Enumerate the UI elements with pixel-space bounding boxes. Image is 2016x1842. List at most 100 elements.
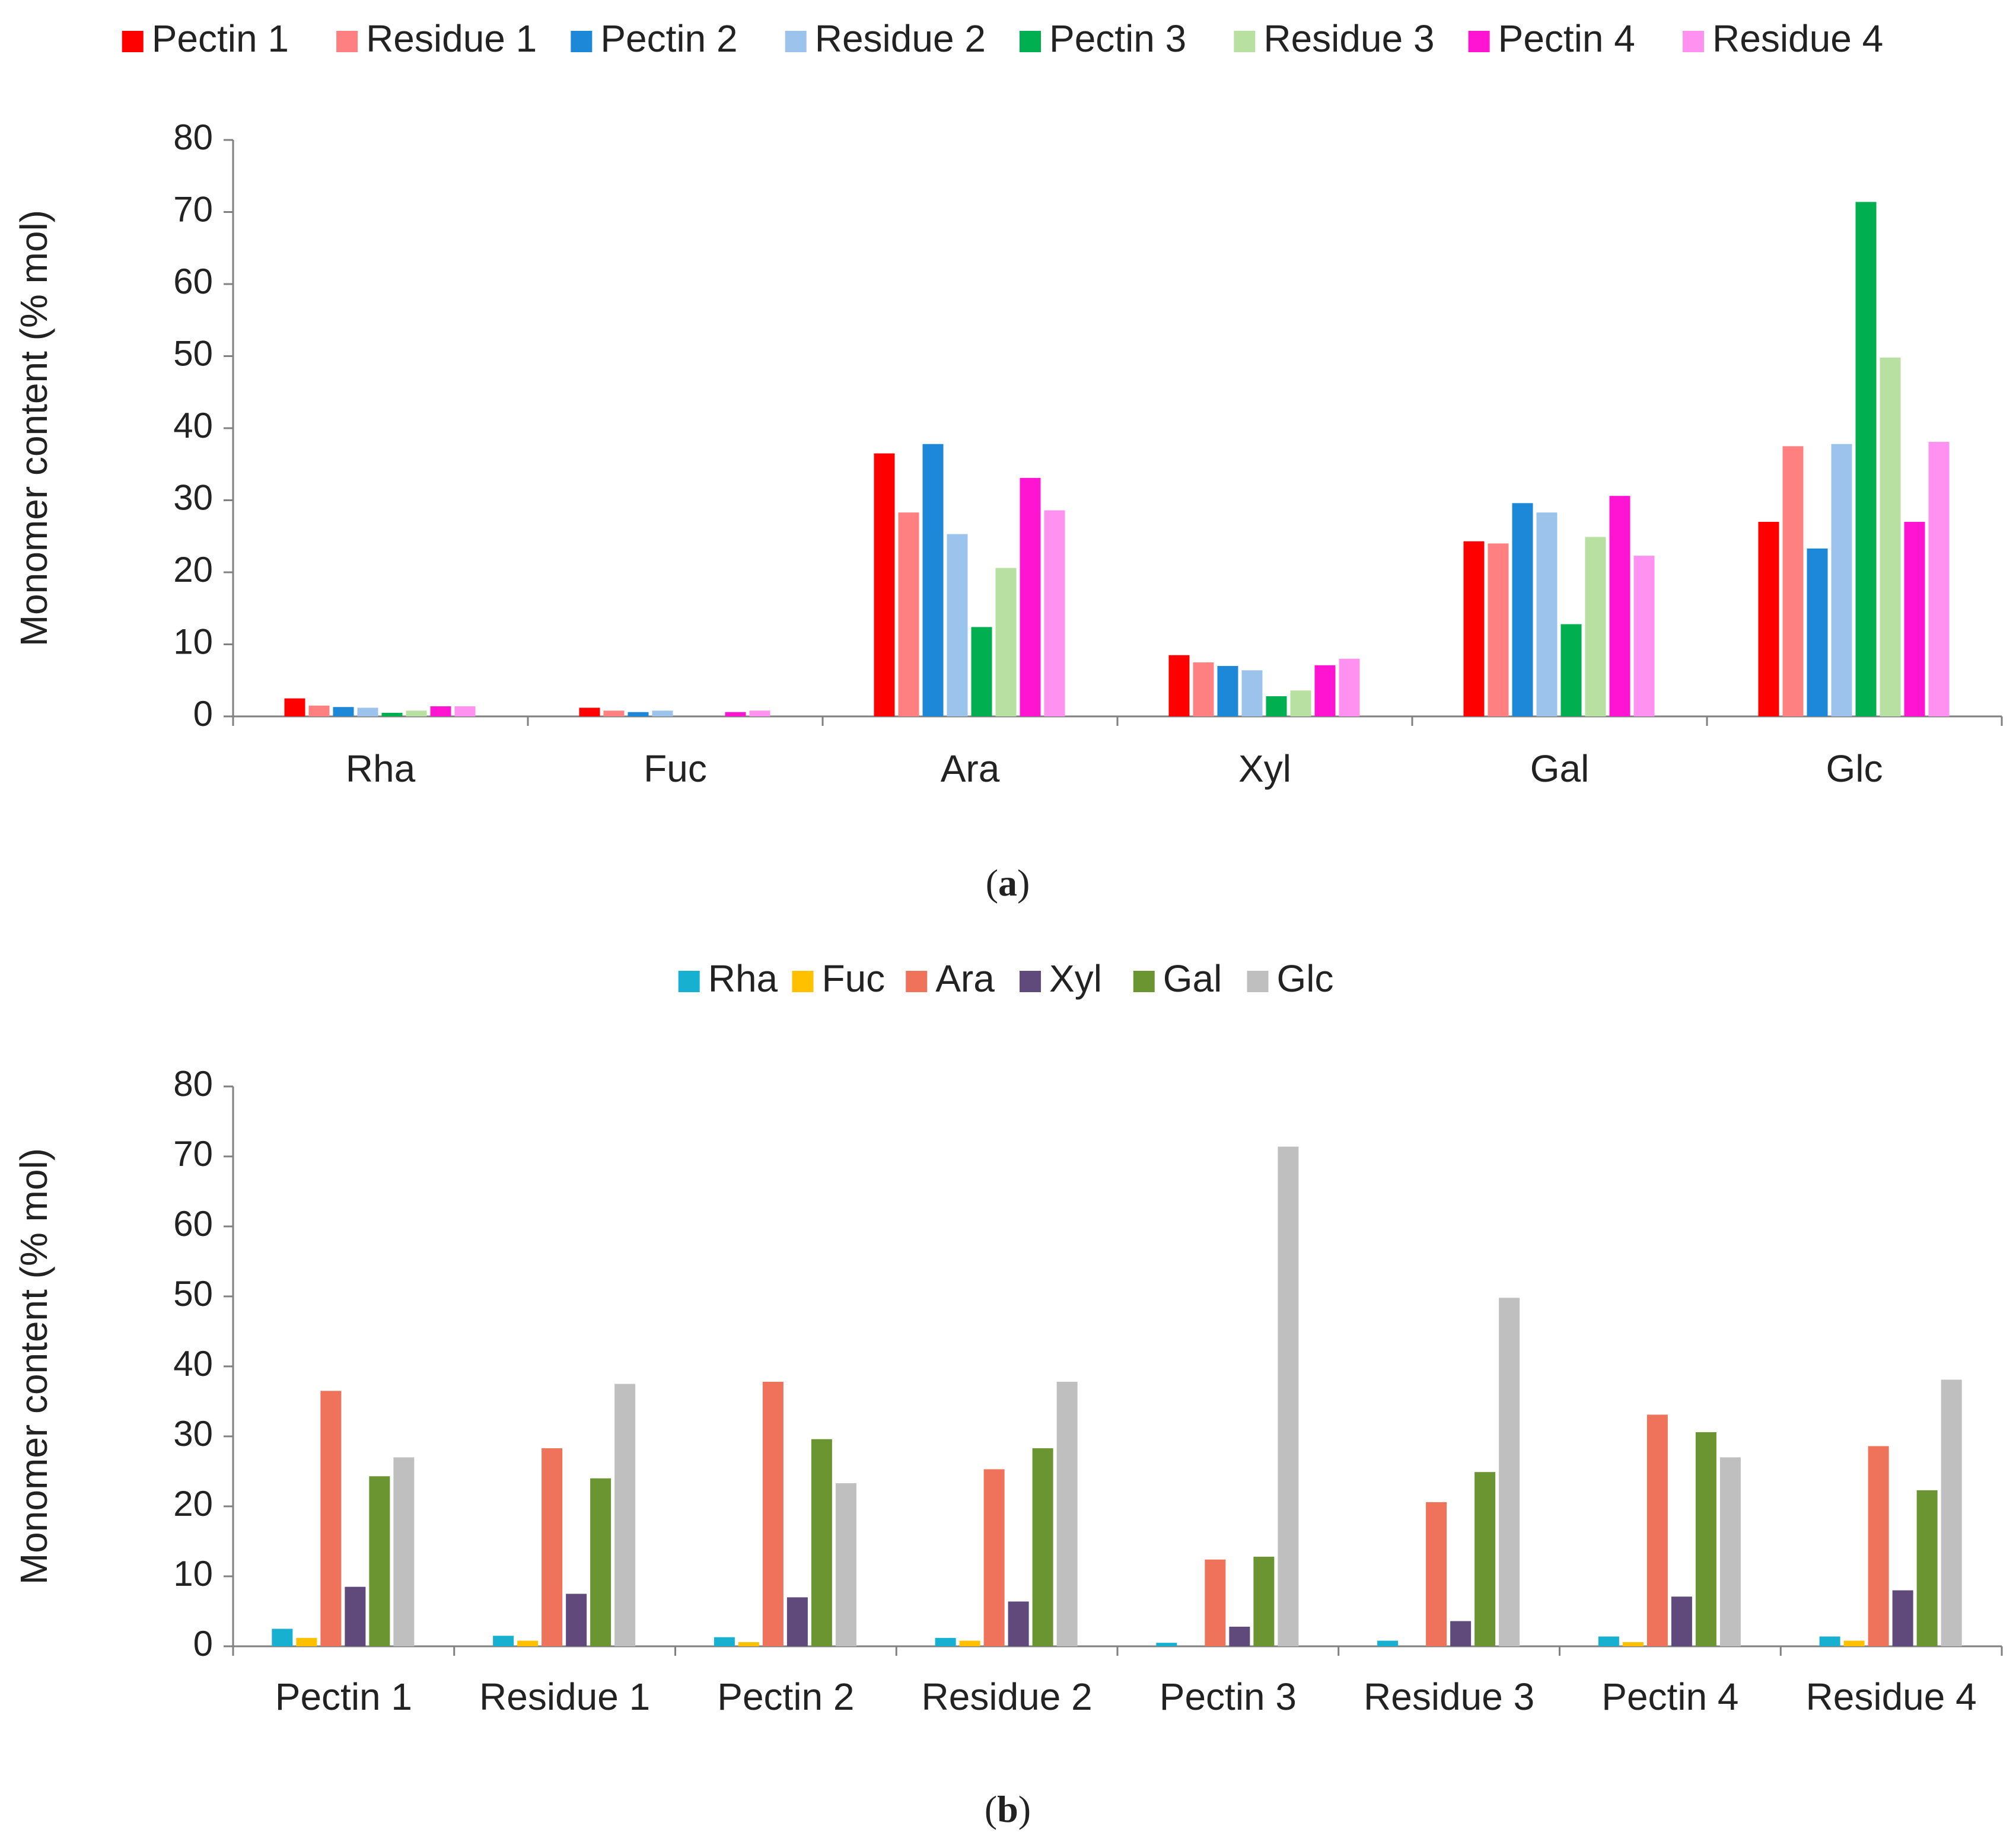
bar — [1831, 444, 1852, 716]
axes-a: 0 10 20 30 40 50 60 70 80 Rha Fuc Ara Xyl Gal Glc — [173, 117, 2003, 790]
x-category-label: Pectin 3 — [1160, 1675, 1297, 1718]
bar — [1622, 1642, 1644, 1646]
bar — [1339, 658, 1360, 716]
bar — [296, 1637, 317, 1646]
bar — [406, 710, 427, 716]
bar — [1928, 442, 1950, 716]
legend-label: Residue 3 — [1263, 17, 1434, 60]
bar — [1020, 477, 1041, 716]
bar — [1868, 1446, 1889, 1646]
bar — [762, 1381, 784, 1646]
bar — [786, 1597, 808, 1646]
bar — [922, 444, 944, 716]
y-tick-label: 70 — [173, 1134, 213, 1174]
x-category-label: Pectin 2 — [717, 1675, 854, 1718]
bar — [1941, 1379, 1962, 1646]
x-category-label: Fuc — [644, 747, 707, 790]
bar — [811, 1439, 832, 1646]
caption-b-letter: b — [997, 1788, 1018, 1830]
bar — [1807, 548, 1828, 716]
legend-b: Rha Fuc Ara Xyl Gal Glc — [678, 957, 1334, 1000]
bar — [430, 706, 451, 716]
bar — [1585, 537, 1606, 716]
legend-swatch — [122, 31, 144, 52]
y-tick-label: 0 — [193, 694, 213, 734]
y-tick-label: 80 — [173, 117, 213, 157]
bar — [898, 512, 919, 716]
x-category-label: Residue 1 — [479, 1675, 650, 1718]
bar — [1499, 1298, 1520, 1646]
bar — [1633, 556, 1655, 716]
legend-swatch — [1683, 31, 1704, 52]
x-category-label: Residue 4 — [1806, 1675, 1977, 1718]
y-tick-label: 40 — [173, 406, 213, 445]
legend-swatch — [1133, 971, 1155, 992]
bar — [1032, 1448, 1053, 1646]
chart-panel-a: Pectin 1 Residue 1 Pectin 2 Residue 2 Pectin… — [12, 17, 2003, 790]
bars-a — [284, 202, 1950, 716]
bar — [628, 712, 649, 716]
bar — [1474, 1472, 1496, 1646]
x-category-label: Residue 2 — [922, 1675, 1093, 1718]
bar — [345, 1586, 366, 1646]
bar — [1671, 1596, 1692, 1646]
bar — [590, 1478, 612, 1646]
y-tick-label: 50 — [173, 333, 213, 373]
bar — [1758, 521, 1779, 716]
legend-label: Residue 1 — [366, 17, 537, 60]
bar — [1290, 690, 1311, 716]
x-category-label: Pectin 4 — [1601, 1675, 1738, 1718]
legend-swatch — [906, 971, 928, 992]
bar — [652, 710, 673, 716]
caption-b-open: ( — [985, 1788, 997, 1830]
bar — [284, 698, 305, 716]
legend-label: Pectin 3 — [1049, 17, 1186, 60]
bar — [1536, 512, 1558, 716]
legend-label: Rha — [708, 957, 778, 1000]
bar — [1253, 1556, 1275, 1646]
chart-panel-b: Rha Fuc Ara Xyl Gal Glc Monomer content (% mo… — [12, 957, 2003, 1718]
bar — [749, 710, 770, 716]
y-tick-label: 10 — [173, 622, 213, 661]
bar — [1314, 665, 1336, 716]
y-tick-label: 80 — [173, 1064, 213, 1104]
bar — [835, 1483, 856, 1646]
bar — [272, 1629, 293, 1646]
bar — [1892, 1590, 1913, 1646]
y-tick-label: 20 — [173, 1484, 213, 1524]
bar — [1904, 521, 1925, 716]
legend-label: Residue 4 — [1712, 17, 1883, 60]
bar — [393, 1457, 415, 1646]
bar — [1819, 1636, 1840, 1646]
bar — [493, 1636, 514, 1646]
bar — [1056, 1381, 1078, 1646]
bar — [1560, 624, 1582, 716]
caption-a-open: ( — [986, 862, 998, 904]
bar — [1168, 655, 1190, 716]
legend-label: Pectin 4 — [1498, 17, 1635, 60]
legend-swatch — [785, 31, 807, 52]
bar — [542, 1448, 563, 1646]
bar — [1241, 670, 1263, 716]
legend-label: Fuc — [821, 957, 885, 1000]
caption-a-letter: a — [998, 862, 1017, 904]
bar — [959, 1640, 980, 1646]
legend-label: Pectin 2 — [600, 17, 737, 60]
bar — [1880, 357, 1901, 716]
y-axis-title-a: Monomer content (% mol) — [12, 210, 55, 646]
bar — [1426, 1502, 1447, 1646]
bar — [1044, 510, 1065, 716]
legend-label: Ara — [935, 957, 995, 1000]
bar — [995, 568, 1017, 716]
legend-swatch — [792, 971, 814, 992]
x-category-label: Ara — [941, 747, 1000, 790]
y-tick-label: 30 — [173, 477, 213, 517]
x-category-label: Gal — [1530, 747, 1590, 790]
bar — [1229, 1626, 1250, 1646]
y-tick-label: 30 — [173, 1414, 213, 1454]
y-tick-label: 10 — [173, 1554, 213, 1594]
caption-a-close: ) — [1017, 862, 1030, 904]
y-tick-label: 60 — [173, 262, 213, 301]
y-axis-title-b: Monomer content (% mol) — [12, 1148, 55, 1585]
